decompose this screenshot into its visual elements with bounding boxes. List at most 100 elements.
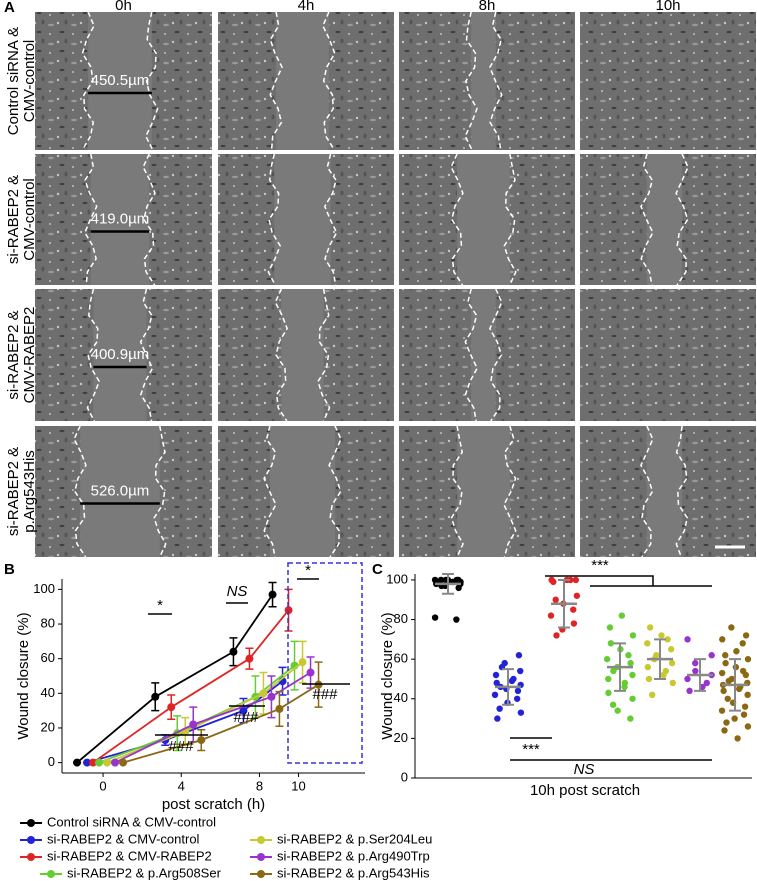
wound-gap xyxy=(90,154,150,285)
data-point xyxy=(733,648,740,655)
data-point xyxy=(245,654,254,663)
legend-marker xyxy=(27,819,35,827)
data-point xyxy=(508,677,516,685)
legend-marker xyxy=(257,836,265,844)
significance-label: ### xyxy=(233,709,259,726)
y-tick-label: 100 xyxy=(33,581,55,596)
significance-label: *** xyxy=(522,741,540,758)
legend-marker xyxy=(257,853,265,861)
row-label: si-RABEP2 & xyxy=(5,175,22,264)
data-point xyxy=(547,612,555,619)
data-point xyxy=(731,715,738,722)
data-point xyxy=(629,632,637,639)
data-point xyxy=(493,679,500,687)
wound-edge xyxy=(489,11,503,151)
data-point xyxy=(268,590,277,599)
data-point xyxy=(669,679,676,687)
data-point xyxy=(517,667,524,675)
column-label: 0h xyxy=(115,0,132,14)
wound-edge xyxy=(503,425,517,558)
data-point xyxy=(189,720,198,729)
y-tick-label: 0 xyxy=(401,769,408,784)
wound-edge xyxy=(144,11,159,151)
data-point xyxy=(572,576,580,584)
legend-label: si-RABEP2 & p.Arg543His xyxy=(277,865,430,880)
data-point xyxy=(692,667,699,675)
series-line xyxy=(122,683,320,764)
series-line xyxy=(114,671,312,764)
significance-bracket xyxy=(545,575,712,587)
data-point xyxy=(197,736,206,745)
wound-edge xyxy=(269,11,283,151)
data-point xyxy=(89,758,98,767)
data-point xyxy=(629,671,636,679)
wound-gap xyxy=(274,154,331,285)
data-point xyxy=(496,705,503,712)
data-point xyxy=(492,671,500,679)
y-tick-label: 40 xyxy=(394,690,408,705)
wound-gap xyxy=(93,289,147,421)
data-point xyxy=(73,758,82,767)
highlight-box xyxy=(287,562,363,764)
panel-label: A xyxy=(4,0,15,16)
x-axis-title: 10h post scratch xyxy=(530,782,640,799)
data-point xyxy=(722,659,729,667)
wound-gap xyxy=(276,12,329,150)
data-point xyxy=(741,703,749,710)
y-tick-label: 20 xyxy=(41,719,55,734)
y-axis-title: Wound closure (%) xyxy=(379,612,396,739)
wound-gap xyxy=(457,426,510,557)
wound-gap xyxy=(88,12,152,150)
x-tick-label: 8 xyxy=(256,778,263,793)
wound-edge xyxy=(640,153,654,286)
wound-edge xyxy=(464,11,478,151)
series-line xyxy=(92,609,290,764)
data-point xyxy=(609,701,617,708)
significance-label: NS xyxy=(574,761,595,778)
data-point xyxy=(668,659,676,667)
data-point xyxy=(725,677,732,685)
row-label: si-RABEP2 & xyxy=(5,447,22,536)
data-point xyxy=(734,735,741,742)
data-point xyxy=(455,584,462,592)
panel-label: C xyxy=(372,561,383,578)
wound-edge xyxy=(323,153,338,286)
wound-edge xyxy=(86,288,101,422)
data-point xyxy=(739,640,746,647)
wound-edge xyxy=(263,425,277,558)
data-point xyxy=(718,707,726,714)
x-tick-label: 0 xyxy=(99,778,106,793)
data-point xyxy=(723,719,730,726)
micrograph xyxy=(580,12,756,150)
data-point xyxy=(708,652,715,659)
significance-label: *** xyxy=(591,557,609,574)
data-point xyxy=(298,658,307,667)
wound-gap xyxy=(80,426,160,557)
data-point xyxy=(684,636,691,643)
data-point xyxy=(703,679,710,687)
measurement-label: 419.0µm xyxy=(91,210,150,227)
legend-marker xyxy=(27,853,35,861)
significance-label: NS xyxy=(227,583,248,600)
x-axis-title: post scratch (h) xyxy=(162,796,265,813)
data-point xyxy=(167,703,176,712)
wound-edge xyxy=(640,425,654,558)
data-point xyxy=(660,671,667,679)
data-point xyxy=(517,709,525,716)
x-tick-label: 10 xyxy=(291,778,305,793)
data-point xyxy=(618,612,626,619)
data-point xyxy=(553,632,560,639)
wound-edge xyxy=(450,153,464,286)
data-point xyxy=(658,632,665,639)
y-tick-label: 80 xyxy=(41,615,55,630)
y-tick-label: 60 xyxy=(394,651,408,666)
significance-label: ### xyxy=(168,738,194,755)
data-point xyxy=(95,758,104,767)
data-point xyxy=(625,652,632,659)
data-point xyxy=(664,636,671,643)
wound-edge xyxy=(322,11,336,151)
data-point xyxy=(719,636,726,643)
wound-edge xyxy=(675,153,689,286)
